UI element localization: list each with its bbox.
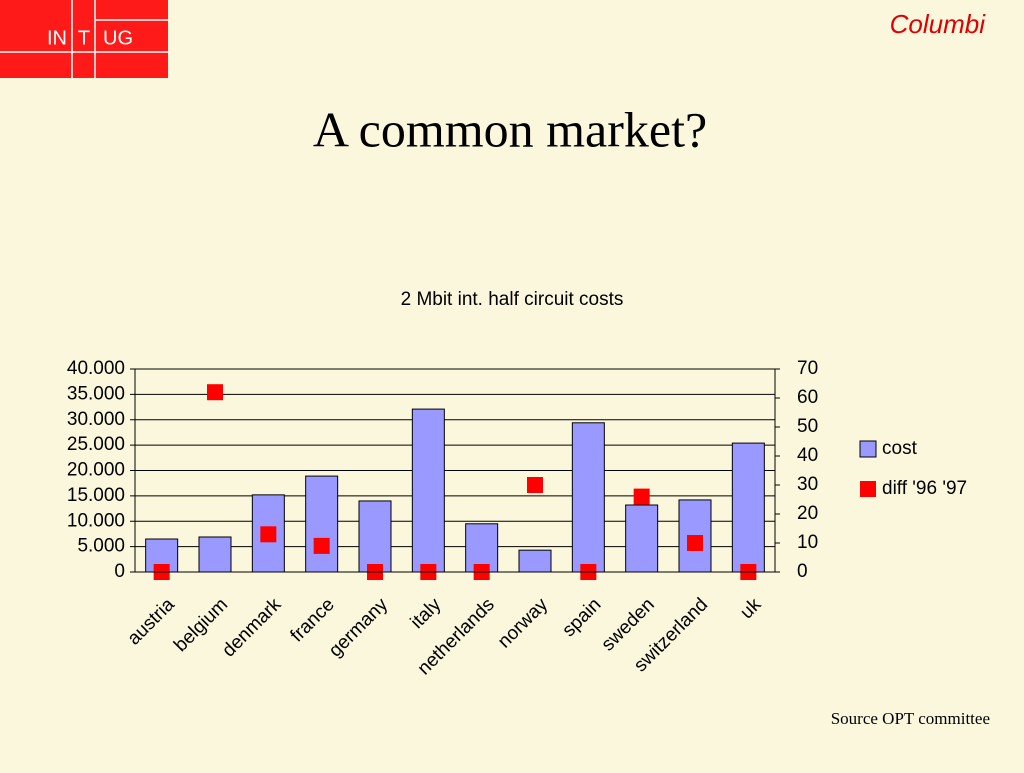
y2-tick-label: 20 — [797, 503, 818, 524]
y2-tick-label: 10 — [797, 532, 818, 553]
bar — [625, 504, 659, 573]
marker — [313, 537, 330, 554]
logo-text: T — [78, 27, 90, 49]
marker — [527, 477, 543, 493]
marker — [687, 535, 703, 551]
y-tick-label: 20.000 — [67, 460, 125, 481]
legend-label: diff '96 '97 — [882, 478, 967, 499]
bar — [518, 549, 552, 573]
header: Columbi — [890, 9, 987, 39]
y2-tick-label: 60 — [797, 387, 818, 408]
y2-tick-label: 30 — [797, 474, 818, 495]
legend-label: cost — [882, 438, 918, 459]
slide-title: A common market? — [313, 101, 707, 157]
marker — [260, 526, 277, 543]
legend-swatch — [860, 481, 876, 497]
y2-tick-label: 50 — [797, 416, 818, 437]
bar — [465, 523, 499, 573]
bar — [571, 422, 605, 573]
logo-lines — [0, 0, 168, 78]
bar — [358, 500, 392, 573]
y-tick-label: 35.000 — [67, 383, 125, 404]
y-tick-label: 25.000 — [67, 434, 125, 455]
y-tick-label: 15.000 — [67, 485, 125, 506]
y2-tick-label: 70 — [797, 358, 818, 379]
bar — [731, 442, 765, 573]
bar — [305, 475, 339, 573]
y2-tick-label: 40 — [797, 445, 818, 466]
y-tick-label: 10.000 — [67, 510, 125, 531]
y-tick-label: 5.000 — [77, 536, 125, 557]
logo-text: UG — [103, 27, 133, 49]
logo-box — [0, 0, 168, 78]
legend-swatch — [859, 440, 877, 458]
bar — [145, 538, 179, 573]
y2-tick-label: 0 — [797, 561, 808, 582]
y-tick-label: 0 — [114, 561, 125, 582]
chart-title: 2 Mbit int. half circuit costs — [401, 289, 624, 310]
marker — [633, 488, 650, 505]
y-tick-label: 30.000 — [67, 409, 125, 430]
source: Source OPT committee — [831, 709, 990, 728]
bar — [411, 408, 445, 573]
marker — [207, 384, 223, 401]
logo-text: IN — [47, 27, 67, 49]
bar — [198, 536, 232, 573]
y-tick-label: 40.000 — [67, 358, 125, 379]
